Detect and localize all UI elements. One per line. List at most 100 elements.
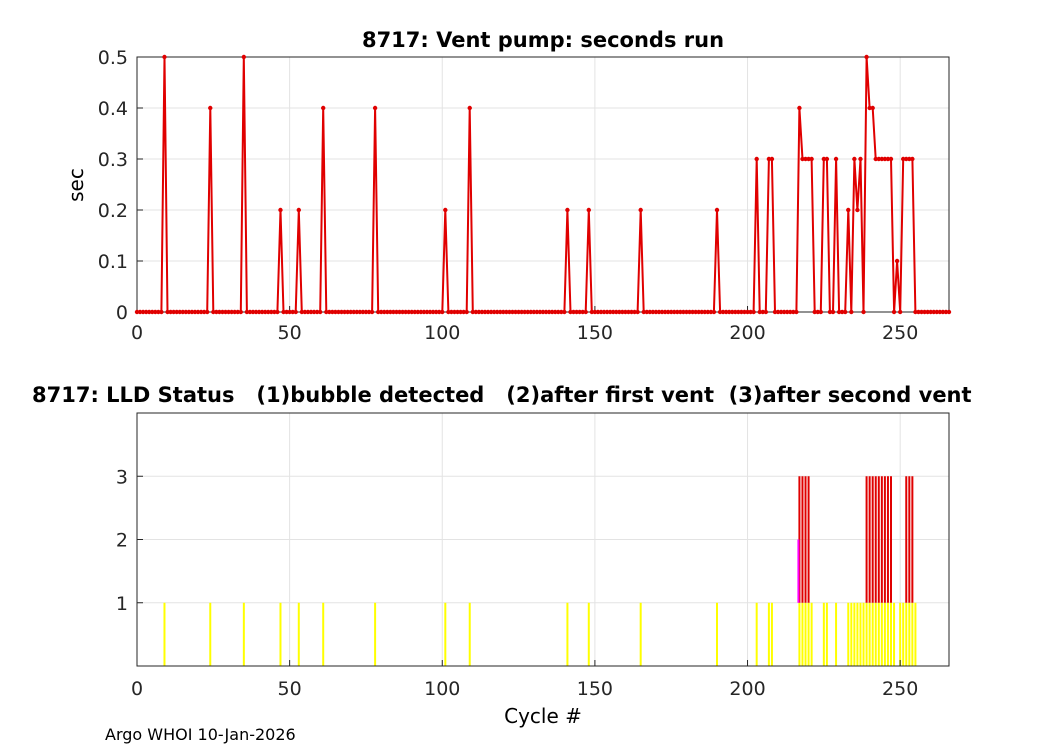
seconds-run-point (418, 309, 424, 315)
seconds-run-point (171, 309, 176, 315)
seconds-run-point (629, 309, 634, 315)
seconds-run-point (714, 207, 720, 213)
seconds-run-point (293, 309, 298, 315)
seconds-run-point (617, 309, 622, 315)
seconds-run-point (458, 309, 463, 315)
vent-pump-panel: 8717: Vent pump: seconds run sec 0 50 100 1… (64, 28, 952, 344)
seconds-run-point (211, 309, 216, 315)
x-tick-label: 200 (729, 322, 765, 344)
x-tick-label: 50 (278, 322, 302, 344)
seconds-run-point (433, 309, 439, 315)
seconds-run-point (647, 309, 653, 315)
seconds-run-point (910, 156, 915, 162)
seconds-run-point (611, 309, 616, 315)
seconds-run-point (806, 156, 811, 162)
seconds-run-point (614, 309, 619, 315)
seconds-run-point (482, 309, 488, 315)
seconds-run-point (507, 309, 512, 315)
seconds-run-point (189, 309, 195, 315)
seconds-run-point (455, 309, 460, 315)
seconds-run-point (223, 309, 228, 315)
seconds-run-point (443, 207, 448, 213)
seconds-run-point (797, 105, 802, 111)
seconds-run-point (730, 309, 735, 315)
x-tick-label: 50 (278, 678, 302, 700)
seconds-run-point (470, 309, 475, 315)
seconds-run-point (928, 309, 933, 315)
seconds-run-point (778, 309, 784, 315)
seconds-run-point (430, 309, 436, 315)
seconds-run-point (580, 309, 585, 315)
seconds-run-point (153, 309, 158, 315)
seconds-run-point (403, 309, 408, 315)
y-tick-label: 0 (116, 302, 128, 324)
y-tick-label: 3 (116, 466, 128, 488)
x-tick-label: 250 (882, 322, 918, 344)
seconds-run-point (687, 309, 692, 315)
seconds-run-point (327, 309, 332, 315)
seconds-run-point (180, 309, 185, 315)
seconds-run-point (723, 309, 729, 315)
seconds-run-point (272, 309, 277, 315)
seconds-run-point (263, 309, 268, 315)
seconds-run-point (168, 309, 173, 315)
seconds-run-point (711, 309, 717, 315)
seconds-run-point (733, 309, 738, 315)
seconds-run-point (473, 309, 479, 315)
seconds-run-point (818, 309, 823, 315)
seconds-run-point (568, 309, 573, 315)
seconds-run-point (788, 309, 793, 315)
seconds-run-point (754, 156, 759, 162)
seconds-run-point (879, 156, 885, 162)
seconds-run-point (424, 309, 430, 315)
seconds-run-point (937, 309, 943, 315)
seconds-run-point (672, 309, 677, 315)
seconds-run-point (379, 309, 384, 315)
seconds-run-point (238, 309, 243, 315)
seconds-run-point (781, 309, 787, 315)
seconds-run-point (446, 309, 451, 315)
seconds-run-point (314, 309, 320, 315)
seconds-run-point (589, 309, 595, 315)
seconds-run-point (192, 309, 198, 315)
seconds-run-point (336, 309, 341, 315)
seconds-run-point (693, 309, 698, 315)
seconds-run-point (678, 309, 683, 315)
vent-pump-ticks: 0 50 100 150 200 250 0 0.1 0.2 0.3 0.4 0.5 (98, 47, 919, 344)
seconds-run-point (140, 309, 146, 315)
seconds-run-point (485, 309, 491, 315)
seconds-run-point (266, 309, 271, 315)
seconds-run-point (299, 309, 305, 315)
y-tick-label: 0.4 (98, 98, 128, 120)
seconds-run-point (440, 309, 445, 315)
seconds-run-point (321, 105, 326, 111)
seconds-run-point (232, 309, 237, 315)
seconds-run-point (922, 309, 927, 315)
seconds-run-point (369, 309, 375, 315)
seconds-run-point (635, 309, 640, 315)
seconds-run-point (626, 309, 631, 315)
seconds-run-point (595, 309, 601, 315)
y-tick-label: 1 (116, 593, 128, 615)
seconds-run-point (324, 309, 329, 315)
seconds-run-point (855, 207, 860, 213)
seconds-run-point (623, 309, 628, 315)
seconds-run-point (217, 309, 222, 315)
seconds-run-point (708, 309, 714, 315)
seconds-run-point (409, 309, 414, 315)
x-tick-label: 150 (577, 678, 613, 700)
seconds-run-point (644, 309, 649, 315)
seconds-run-point (540, 309, 546, 315)
seconds-run-point (174, 309, 179, 315)
seconds-run-point (653, 309, 659, 315)
seconds-run-point (690, 309, 695, 315)
seconds-run-point (870, 105, 875, 111)
seconds-run-point (525, 309, 530, 315)
seconds-run-point (351, 309, 356, 315)
seconds-run-point (397, 309, 402, 315)
seconds-run-point (549, 309, 555, 315)
seconds-run-point (574, 309, 579, 315)
seconds-run-point (534, 309, 540, 315)
seconds-run-point (519, 309, 524, 315)
